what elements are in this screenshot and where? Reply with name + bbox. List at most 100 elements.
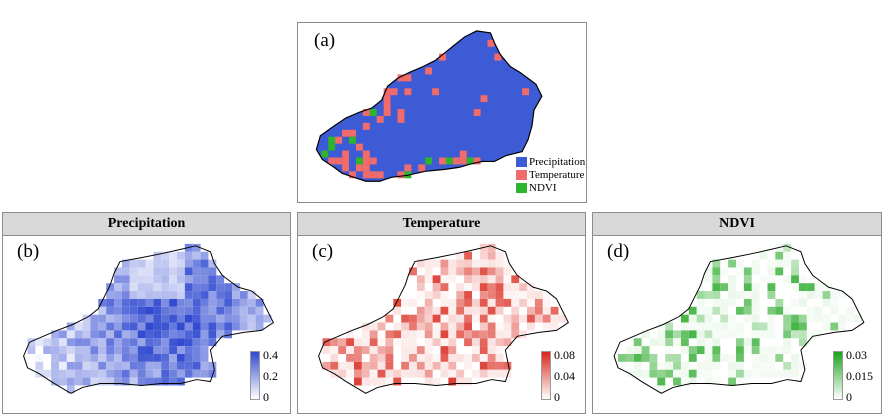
raster-cell <box>456 314 465 323</box>
raster-cell <box>743 298 752 307</box>
raster-cell <box>814 330 823 339</box>
raster-cell <box>145 259 154 268</box>
raster-cell <box>192 298 201 307</box>
raster-cell <box>456 259 465 268</box>
raster-cell <box>409 322 417 331</box>
raster-cell <box>751 361 760 370</box>
raster-cell <box>169 361 177 370</box>
raster-cell <box>479 330 488 339</box>
raster-cell <box>728 322 737 331</box>
raster-cell <box>440 322 449 331</box>
raster-cell <box>393 306 402 315</box>
raster-cell <box>633 369 642 378</box>
raster-cell <box>353 369 362 378</box>
raster-cell <box>665 330 674 339</box>
raster-cell <box>192 314 201 323</box>
colorbar-tick-mid: 0.04 <box>554 369 575 383</box>
raster-cell <box>728 259 737 268</box>
raster-cell <box>161 361 170 370</box>
raster-cell <box>767 259 776 268</box>
raster-cell <box>464 291 472 299</box>
raster-cell <box>255 298 264 307</box>
raster-cell <box>82 322 91 331</box>
raster-cell <box>495 322 504 331</box>
raster-cell <box>121 361 130 370</box>
raster-cell <box>338 361 347 370</box>
raster-cell <box>121 291 130 299</box>
raster-cell <box>390 88 398 96</box>
raster-cell <box>361 346 370 354</box>
raster-cell <box>464 314 472 323</box>
raster-cell <box>720 322 729 331</box>
raster-cell <box>184 275 193 284</box>
raster-cell <box>838 291 847 299</box>
raster-cell <box>487 306 496 315</box>
raster-cell <box>393 369 402 378</box>
raster-cell <box>216 275 225 284</box>
raster-cell <box>550 322 559 331</box>
raster-cell <box>263 314 272 323</box>
raster-cell <box>176 314 185 323</box>
raster-cell <box>479 267 488 276</box>
raster-cell <box>43 338 52 347</box>
raster-cell <box>376 171 384 179</box>
raster-cell <box>129 377 138 386</box>
raster-cell <box>424 306 433 315</box>
raster-cell <box>362 171 370 179</box>
dominant-factor-map <box>315 30 543 182</box>
raster-cell <box>184 314 193 323</box>
raster-cell <box>169 314 177 323</box>
raster-cell <box>767 314 776 323</box>
raster-cell <box>471 338 480 347</box>
raster-cell <box>424 275 433 284</box>
raster-cell <box>445 157 453 165</box>
raster-cell <box>806 330 815 339</box>
raster-cell <box>712 259 721 268</box>
raster-cell <box>806 283 815 292</box>
panel-title: Temperature <box>298 213 585 236</box>
raster-cell <box>542 298 551 307</box>
raster-cell <box>404 74 412 82</box>
precipitation-colorbar <box>250 351 260 400</box>
raster-cell <box>728 298 737 307</box>
raster-cell <box>783 275 792 284</box>
raster-cell <box>416 361 425 370</box>
raster-cell <box>822 291 831 299</box>
raster-cell <box>137 361 146 370</box>
raster-cell <box>74 361 83 370</box>
raster-cell <box>208 330 217 339</box>
raster-cell <box>696 306 705 315</box>
raster-cell <box>503 369 512 378</box>
raster-cell <box>696 298 705 307</box>
raster-cell <box>680 361 689 370</box>
raster-cell <box>208 275 217 284</box>
raster-cell <box>169 306 177 315</box>
raster-cell <box>542 291 551 299</box>
raster-cell <box>743 338 752 347</box>
temperature-map <box>318 243 569 394</box>
raster-cell <box>355 143 363 151</box>
raster-cell <box>74 377 83 386</box>
raster-cell <box>129 291 138 299</box>
legend-label-precipitation: Precipitation <box>529 156 586 168</box>
raster-cell <box>665 361 674 370</box>
raster-cell <box>369 157 377 165</box>
raster-cell <box>114 330 122 339</box>
raster-cell <box>459 150 467 158</box>
raster-cell <box>200 306 209 315</box>
raster-cell <box>416 354 425 362</box>
raster-cell <box>90 377 99 386</box>
raster-cell <box>121 322 130 331</box>
raster-cell <box>471 275 480 284</box>
raster-cell <box>673 338 681 347</box>
raster-cell <box>503 259 512 268</box>
raster-cell <box>145 291 154 299</box>
raster-cell <box>673 377 681 386</box>
raster-cell <box>767 306 776 315</box>
raster-cell <box>192 322 201 331</box>
raster-cell <box>200 369 209 378</box>
raster-cell <box>665 322 674 331</box>
raster-cell <box>728 330 737 339</box>
raster-cell <box>791 275 799 284</box>
raster-cell <box>369 377 378 386</box>
